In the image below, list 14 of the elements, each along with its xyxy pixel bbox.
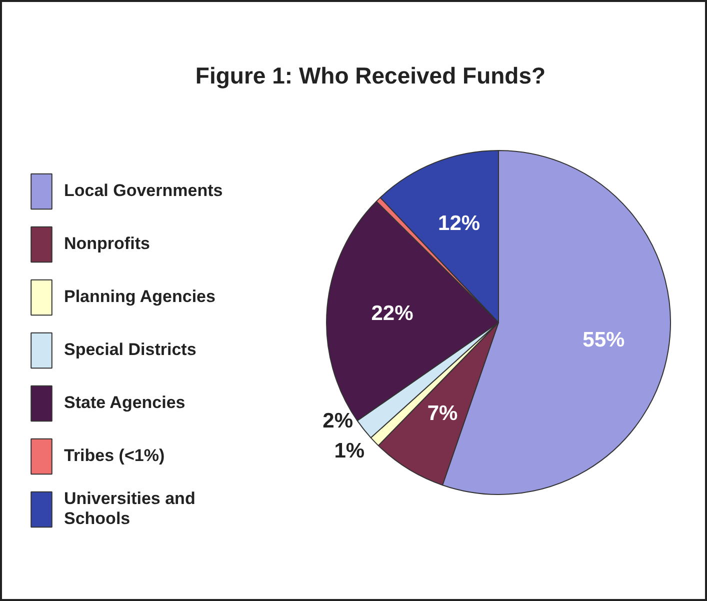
legend-label: Planning Agencies xyxy=(64,287,216,307)
data-label: 1% xyxy=(334,440,365,463)
legend-label: State Agencies xyxy=(64,393,186,413)
legend-label: Tribes (<1%) xyxy=(64,446,165,466)
data-label: 12% xyxy=(438,212,480,235)
legend-label: Special Districts xyxy=(64,340,196,360)
legend-label: Universities and Schools xyxy=(64,489,196,529)
data-label: 55% xyxy=(582,328,626,352)
legend-label: Local Governments xyxy=(64,181,223,201)
legend-label: Nonprofits xyxy=(64,234,150,254)
chart-title: Figure 1: Who Received Funds? xyxy=(195,62,546,88)
data-label: 22% xyxy=(371,302,414,325)
data-label: 2% xyxy=(322,410,354,433)
data-label: 7% xyxy=(427,402,458,425)
